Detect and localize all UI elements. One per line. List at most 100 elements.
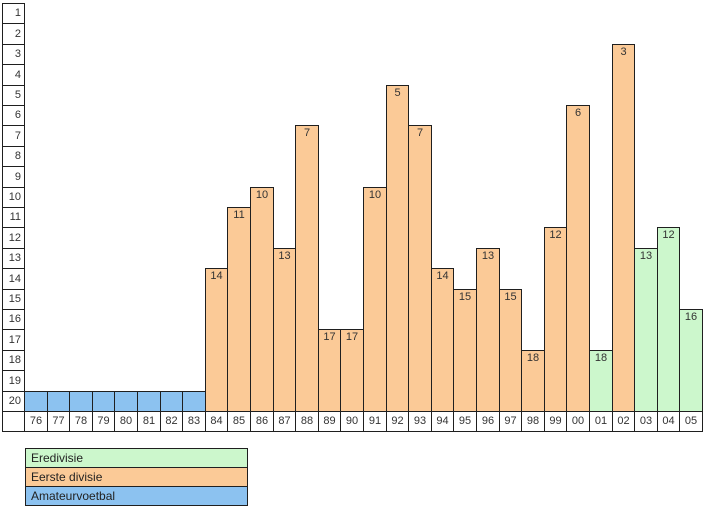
bar-value-label: 18 [594,352,608,364]
y-axis-cell-8: 8 [2,146,25,167]
x-axis-cell-89: 89 [318,411,341,432]
x-axis-cell-94: 94 [431,411,454,432]
x-axis-cell-02: 02 [612,411,635,432]
x-axis-cell-77: 77 [47,411,70,432]
bar-value-label: 12 [549,229,562,241]
bar-91: 10 [363,187,387,412]
bar-87: 13 [273,248,296,412]
bar-80 [114,391,138,412]
legend-item-eerste-divisie: Eerste divisie [25,467,248,487]
bar-99: 12 [544,227,567,412]
bar-88: 7 [295,125,319,412]
x-axis-cell-05: 05 [679,411,703,432]
bar-84: 14 [205,268,228,412]
y-axis-cell-5: 5 [2,85,25,106]
bar-94: 14 [431,268,454,412]
bar-76 [24,391,48,412]
y-axis-cell-12: 12 [2,227,25,249]
x-axis-cell-78: 78 [69,411,93,432]
bar-95: 15 [453,289,477,412]
x-axis-cell-88: 88 [295,411,319,432]
y-axis-cell-9: 9 [2,166,25,188]
x-axis-cell-96: 96 [476,411,500,432]
y-axis-cell-4: 4 [2,64,25,86]
x-axis-cell-97: 97 [499,411,522,432]
bar-85: 11 [227,207,251,412]
x-axis-cell-76: 76 [24,411,48,432]
bar-82 [160,391,183,412]
bar-value-label: 13 [639,250,653,262]
bar-05: 16 [679,309,703,412]
y-axis-cell-6: 6 [2,105,25,126]
x-axis-cell-95: 95 [453,411,477,432]
x-axis-cell-92: 92 [386,411,409,432]
bar-97: 15 [499,289,522,412]
bar-value-label: 15 [504,291,517,303]
bar-83 [182,391,206,412]
y-axis-cell-20: 20 [2,391,25,412]
y-axis-cell-13: 13 [2,248,25,269]
x-axis-cell-90: 90 [340,411,364,432]
bar-03: 13 [634,248,658,412]
y-axis-cell-16: 16 [2,309,25,330]
bar-value-label: 11 [233,209,245,221]
bar-value-label: 13 [278,250,291,262]
x-axis-cell-93: 93 [408,411,432,432]
bar-value-label: 17 [323,331,336,343]
x-axis-cell-80: 80 [114,411,138,432]
bar-79 [92,391,115,412]
bar-value-label: 10 [368,189,382,201]
bar-value-label: 5 [394,87,401,99]
bar-93: 7 [408,125,432,412]
bar-86: 10 [250,187,274,412]
y-axis-cell-1: 1 [2,3,25,24]
x-axis-cell-86: 86 [250,411,274,432]
bar-value-label: 15 [458,291,472,303]
bar-00: 6 [566,105,590,412]
x-axis-cell-87: 87 [273,411,296,432]
legend-item-eredivisie: Eredivisie [25,448,248,468]
bar-value-label: 3 [620,46,627,58]
x-axis-cell-01: 01 [589,411,613,432]
x-axis-cell-91: 91 [363,411,387,432]
x-axis-cell-84: 84 [205,411,228,432]
bar-value-label: 17 [345,331,359,343]
bar-77 [47,391,70,412]
x-axis-cell-82: 82 [160,411,183,432]
y-axis-cell-19: 19 [2,370,25,392]
y-axis-cell-2: 2 [2,23,25,45]
x-axis-cell-81: 81 [137,411,161,432]
x-axis-cell-99: 99 [544,411,567,432]
bar-04: 12 [657,227,680,412]
bar-81 [137,391,161,412]
x-axis-cell-85: 85 [227,411,251,432]
bar-value-label: 16 [684,311,698,323]
x-axis-cell-98: 98 [521,411,545,432]
y-axis-cell-11: 11 [2,207,25,228]
x-axis-cell-79: 79 [92,411,115,432]
axis-corner-cell [2,411,25,432]
y-axis-cell-3: 3 [2,44,25,65]
y-axis-cell-7: 7 [2,125,25,147]
y-axis-cell-18: 18 [2,350,25,371]
y-axis-cell-17: 17 [2,329,25,351]
bar-92: 5 [386,85,409,412]
bar-01: 18 [589,350,613,412]
y-axis-cell-10: 10 [2,187,25,208]
x-axis-cell-83: 83 [182,411,206,432]
bar-02: 3 [612,44,635,412]
bar-value-label: 10 [255,189,269,201]
bar-98: 18 [521,350,545,412]
bar-value-label: 12 [662,229,675,241]
x-axis-cell-03: 03 [634,411,658,432]
bar-value-label: 14 [436,270,449,282]
bar-value-label: 14 [210,270,223,282]
bar-96: 13 [476,248,500,412]
bar-value-label: 7 [416,127,424,139]
y-axis-cell-14: 14 [2,268,25,290]
bar-value-label: 18 [526,352,540,364]
x-axis-cell-04: 04 [657,411,680,432]
x-axis-cell-00: 00 [566,411,590,432]
legend-item-amateurvoetbal: Amateurvoetbal [25,486,248,506]
